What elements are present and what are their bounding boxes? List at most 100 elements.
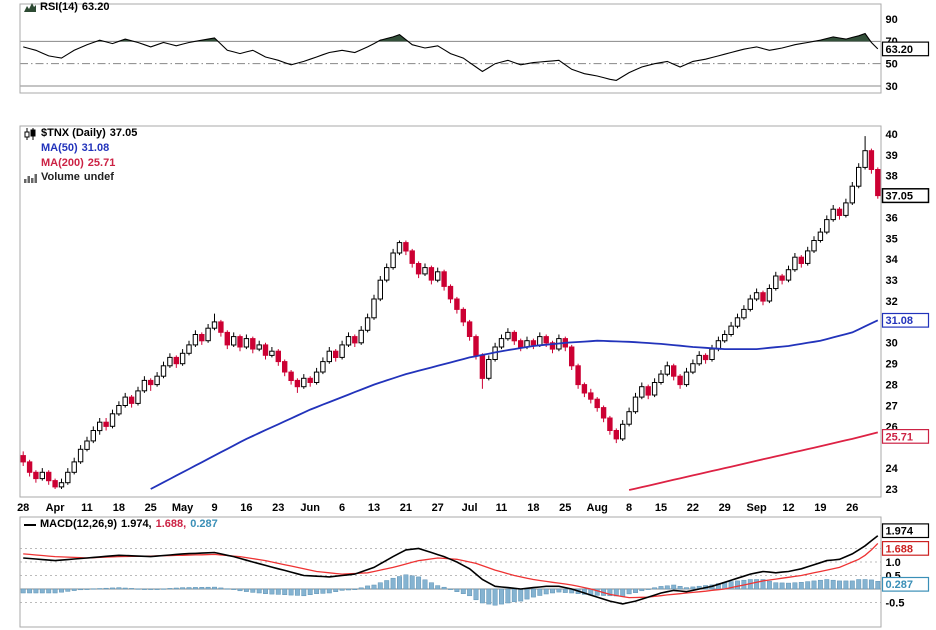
histogram-bar [243, 588, 249, 592]
candle-body [607, 417, 613, 431]
svg-text:25.71: 25.71 [886, 431, 914, 443]
candle-body [620, 423, 626, 440]
axis-tick-label: 32 [886, 296, 898, 308]
candle-body [645, 386, 651, 396]
x-axis-label: 11 [81, 502, 93, 514]
area-chart-icon [24, 3, 36, 12]
candle-body [626, 411, 632, 425]
x-axis-label: 27 [432, 502, 444, 514]
last-price-box: 37.05 [881, 188, 930, 204]
candle-body [301, 377, 307, 388]
candle-body [658, 373, 664, 384]
histogram-bar [505, 588, 511, 604]
histogram-bar [52, 588, 58, 594]
histogram-bar [301, 588, 307, 597]
candle-body [97, 421, 103, 432]
candle-body [294, 379, 301, 388]
candle-body [135, 390, 141, 404]
candle-body [33, 471, 39, 480]
histogram-bar [677, 586, 683, 590]
candle-body [192, 334, 199, 346]
price-legend-value: 37.05 [109, 127, 138, 139]
candle-body [52, 480, 58, 488]
histogram-bar [824, 579, 830, 590]
candle-body [339, 344, 345, 358]
candle-body [505, 331, 511, 340]
histogram-bar [543, 588, 549, 595]
candle-body [498, 338, 505, 348]
axis-tick-label: 27 [886, 400, 898, 412]
candle-body [632, 396, 639, 413]
histogram-bar [161, 588, 166, 590]
candle-body [511, 331, 517, 342]
axis-tick-label: 34 [886, 254, 899, 266]
candle-body [256, 344, 262, 350]
candle-body [441, 271, 447, 287]
macd-line [23, 535, 879, 605]
candle-body [128, 396, 135, 404]
x-axis-label: 9 [211, 502, 217, 514]
histogram-bar [377, 582, 383, 590]
x-axis-label: Apr [46, 502, 66, 514]
histogram-bar [518, 588, 524, 602]
candle-body [575, 365, 581, 386]
histogram-bar [664, 585, 670, 590]
candle-body [333, 350, 339, 359]
svg-text:31.08: 31.08 [886, 315, 914, 327]
candle-body [275, 350, 282, 363]
candle-body [785, 269, 792, 281]
macd-legend: MACD(12,26,9) 1.974, 1.688, 0.287 [24, 518, 218, 531]
histogram-bar [135, 588, 141, 590]
histogram-bar [390, 577, 396, 590]
axis-tick-label: 39 [886, 150, 898, 162]
x-axis-label: May [172, 502, 194, 514]
histogram-bar [231, 588, 237, 590]
candle-body [358, 329, 364, 344]
histogram-bar [779, 582, 785, 590]
candle-body [384, 267, 390, 281]
candle-body [830, 208, 836, 221]
candle-body [702, 354, 709, 361]
histogram-bar [690, 586, 696, 590]
candle-body [728, 325, 734, 336]
candle-body [352, 336, 358, 344]
x-axis-label: 13 [368, 502, 380, 514]
histogram-bar [46, 588, 52, 594]
candle-body [390, 252, 396, 269]
candle-body [262, 344, 269, 356]
histogram-bar [416, 576, 422, 590]
candle-body [71, 461, 77, 473]
candle-body [58, 482, 65, 488]
candle-body [422, 267, 428, 275]
axis-tick-label: 23 [886, 484, 898, 496]
rsi-legend: RSI(14) 63.20 [24, 1, 109, 14]
candle-body [428, 267, 435, 281]
x-axis-label: Sep [747, 502, 767, 514]
candle-body [313, 371, 320, 384]
candle-body [103, 421, 109, 427]
x-axis-label: 22 [687, 502, 699, 514]
histogram-bar [403, 574, 409, 590]
histogram-bar [250, 588, 256, 593]
ma200-line [628, 431, 879, 491]
ma200-legend-value: 25.71 [87, 157, 116, 169]
axis-tick-label: 90 [886, 14, 898, 26]
histogram-bar [454, 588, 460, 592]
histogram-bar [652, 587, 658, 590]
candle-body [753, 292, 760, 300]
macd-legend-value-signal: 1.688, [155, 518, 187, 530]
x-axis-labels: 28 Apr 11 18 25 May 9 16 23 Jun 6 13 21 27 Jul 11 18 25 Au… [17, 502, 858, 514]
histogram-bar [530, 588, 536, 598]
candle-body [167, 356, 173, 367]
rsi-legend-label: RSI(14) [40, 1, 78, 13]
histogram-bar [467, 588, 473, 597]
histogram-bar [658, 586, 664, 590]
candle-body [530, 340, 537, 346]
histogram-bar [352, 588, 358, 590]
signal-value-box: 1.688 [881, 540, 930, 556]
candle-body [186, 344, 192, 354]
histogram-bar [129, 588, 135, 590]
candle-body [600, 407, 607, 419]
